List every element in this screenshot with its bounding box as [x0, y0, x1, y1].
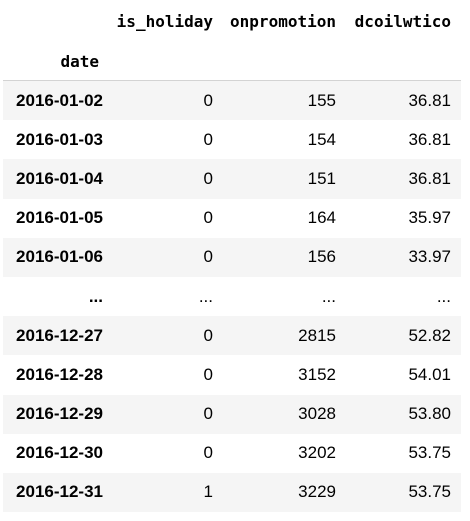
cell-dcoilwtico: 36.81 [408, 129, 451, 149]
column-header-dcoilwtico: dcoilwtico [354, 11, 451, 31]
header-blank [223, 42, 346, 81]
header-blank [346, 42, 461, 81]
index-name-header: date [60, 51, 99, 71]
cell-is-holiday: 1 [203, 482, 213, 502]
cell-is-holiday: 0 [203, 443, 213, 463]
cell-dcoilwtico: 53.75 [408, 443, 451, 463]
cell-onpromotion: 164 [307, 208, 336, 228]
cell-is-holiday: 0 [203, 325, 213, 345]
row-index-date: 2016-12-30 [16, 443, 103, 463]
column-header-row: is_holiday onpromotion dcoilwtico [3, 0, 461, 42]
dataframe-output: is_holiday onpromotion dcoilwtico date 2… [3, 0, 467, 513]
table-row: ............ [3, 276, 461, 317]
row-index-date: ... [88, 286, 103, 306]
table-row: 2016-12-28 0 3152 54.01 [3, 355, 461, 395]
table-header: is_holiday onpromotion dcoilwtico date [3, 0, 461, 81]
column-header-onpromotion: onpromotion [230, 11, 336, 31]
cell-onpromotion: 156 [307, 247, 336, 267]
table-row: 2016-12-27 0 2815 52.82 [3, 316, 461, 356]
cell-is-holiday: 0 [203, 90, 213, 110]
cell-dcoilwtico: ... [436, 286, 451, 306]
row-index-date: 2016-01-06 [16, 247, 103, 267]
cell-is-holiday: 0 [203, 129, 213, 149]
column-header-is-holiday: is_holiday [116, 11, 213, 31]
cell-onpromotion: 151 [307, 168, 336, 188]
cell-is-holiday: ... [198, 286, 213, 306]
cell-is-holiday: 0 [203, 208, 213, 228]
cell-dcoilwtico: 36.81 [408, 90, 451, 110]
row-index-date: 2016-12-27 [16, 325, 103, 345]
row-index-date: 2016-01-04 [16, 168, 103, 188]
cell-dcoilwtico: 53.75 [408, 482, 451, 502]
cell-onpromotion: 3202 [298, 443, 336, 463]
table-row: 2016-01-06 0 156 33.97 [3, 237, 461, 277]
cell-dcoilwtico: 35.97 [408, 208, 451, 228]
table-row: 2016-12-31 1 3229 53.75 [3, 472, 461, 513]
row-index-date: 2016-12-28 [16, 364, 103, 384]
table-row: 2016-12-30 0 3202 53.75 [3, 433, 461, 473]
table-row: 2016-01-05 0 164 35.97 [3, 198, 461, 238]
table-row: 2016-01-02 0 155 36.81 [3, 80, 461, 121]
row-index-date: 2016-01-05 [16, 208, 103, 228]
header-blank [109, 42, 223, 81]
cell-onpromotion: 3229 [298, 482, 336, 502]
row-index-date: 2016-01-03 [16, 129, 103, 149]
cell-onpromotion: 3152 [298, 364, 336, 384]
cell-is-holiday: 0 [203, 168, 213, 188]
cell-onpromotion: 155 [307, 90, 336, 110]
table-row: 2016-01-04 0 151 36.81 [3, 159, 461, 199]
cell-dcoilwtico: 33.97 [408, 247, 451, 267]
cell-onpromotion: 154 [307, 129, 336, 149]
cell-dcoilwtico: 54.01 [408, 364, 451, 384]
row-index-date: 2016-01-02 [16, 90, 103, 110]
cell-onpromotion: ... [321, 286, 336, 306]
table-row: 2016-01-03 0 154 36.81 [3, 120, 461, 160]
cell-dcoilwtico: 52.82 [408, 325, 451, 345]
table-body: 2016-01-02 0 155 36.81 2016-01-03 0 154 36.81 20… [3, 80, 461, 513]
dataframe-table: is_holiday onpromotion dcoilwtico date 2… [3, 0, 461, 513]
cell-is-holiday: 0 [203, 364, 213, 384]
header-blank [3, 0, 109, 42]
cell-dcoilwtico: 53.80 [408, 404, 451, 424]
cell-onpromotion: 3028 [298, 404, 336, 424]
index-header-row: date [3, 42, 461, 81]
row-index-date: 2016-12-29 [16, 404, 103, 424]
cell-is-holiday: 0 [203, 247, 213, 267]
cell-dcoilwtico: 36.81 [408, 168, 451, 188]
table-row: 2016-12-29 0 3028 53.80 [3, 394, 461, 434]
cell-onpromotion: 2815 [298, 325, 336, 345]
cell-is-holiday: 0 [203, 404, 213, 424]
row-index-date: 2016-12-31 [16, 482, 103, 502]
